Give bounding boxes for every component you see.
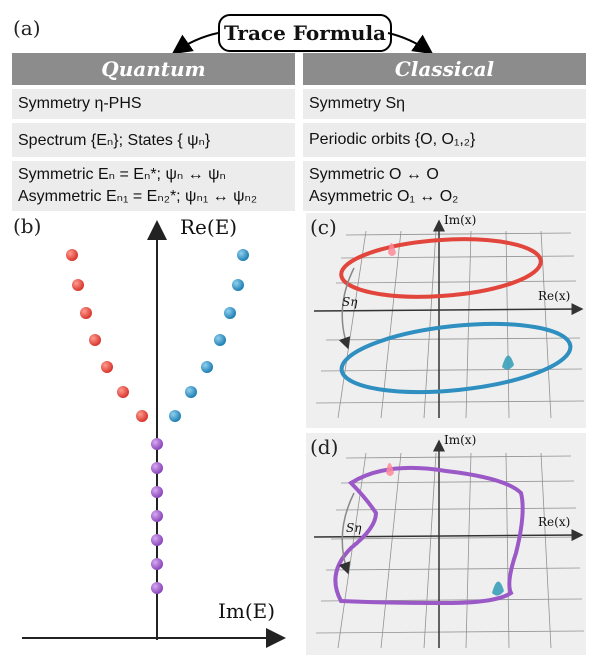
symmetry-arrow bbox=[338, 267, 355, 350]
panel-b-label: (b) bbox=[13, 214, 42, 238]
panel-c-s-label: Sη bbox=[342, 295, 358, 309]
panel-c-orbits bbox=[313, 219, 585, 419]
classical-orbits-text: Periodic orbits {O, O₁,₂} bbox=[309, 131, 476, 148]
panel-d-label: (d) bbox=[310, 435, 339, 459]
arrow-to-classical bbox=[387, 32, 434, 55]
re-x-axis bbox=[313, 529, 584, 542]
blue-particle bbox=[502, 355, 514, 370]
quantum-column: Quantum Symmetry η-PHS Spectrum {Eₙ}; St… bbox=[12, 53, 295, 211]
red-eigenvalues bbox=[66, 249, 148, 422]
red-particle bbox=[386, 463, 394, 476]
blue-orbit bbox=[339, 321, 573, 395]
panel-c-re-label: Re(x) bbox=[538, 289, 571, 303]
panel-a-label: (a) bbox=[13, 16, 41, 40]
panel-d-im-label: Im(x) bbox=[444, 433, 477, 447]
symmetry-arrow bbox=[338, 492, 355, 575]
panel-d-s-label: Sη bbox=[346, 521, 362, 535]
quantum-spectrum-row: Spectrum {Eₙ}; States { ψₙ} bbox=[12, 123, 295, 157]
teal-particle bbox=[492, 581, 504, 596]
quantum-symmetric-row: Symmetric Eₙ = Eₙ*; ψₙ ↔ ψₙ Asymmetric E… bbox=[12, 161, 295, 211]
quantum-symmetry-text: Symmetry η-PHS bbox=[18, 95, 142, 112]
panel-d-orbit bbox=[313, 439, 585, 649]
quantum-symmetric-line: Symmetric Eₙ = Eₙ*; ψₙ ↔ ψₙ bbox=[18, 166, 226, 183]
im-e-label: Im(E) bbox=[218, 599, 276, 623]
quantum-spectrum-text: Spectrum {Eₙ}; States { ψₙ} bbox=[18, 132, 211, 149]
panel-d: (d) Im(x) Re(x) Sη bbox=[306, 433, 586, 655]
quantum-heading: Quantum bbox=[12, 53, 295, 85]
arrow-to-quantum bbox=[171, 32, 219, 55]
panel-c: (c) Im(x) Re(x) Sη bbox=[306, 213, 586, 428]
quantum-asymmetric-line: Asymmetric Eₙ₁ = Eₙ₂*; ψₙ₁ ↔ ψₙ₂ bbox=[18, 188, 258, 205]
classical-symmetry-text: Symmetry Sη bbox=[309, 95, 406, 112]
classical-asymmetric-line: Asymmetric O₁ ↔ O₂ bbox=[309, 188, 459, 205]
red-particle bbox=[388, 243, 396, 256]
purple-orbit bbox=[333, 465, 525, 606]
re-e-label: Re(E) bbox=[180, 215, 238, 239]
blue-eigenvalues bbox=[169, 249, 249, 422]
purple-eigenvalues bbox=[151, 438, 163, 594]
classical-symmetry-row: Symmetry Sη bbox=[303, 89, 586, 119]
trace-formula-title: Trace Formula bbox=[218, 14, 392, 52]
re-x-axis bbox=[313, 303, 584, 316]
classical-column: Classical Symmetry Sη Periodic orbits {O… bbox=[303, 53, 586, 211]
panel-d-re-label: Re(x) bbox=[538, 515, 571, 529]
quantum-symmetry-row: Symmetry η-PHS bbox=[12, 89, 295, 119]
red-orbit bbox=[339, 237, 543, 299]
classical-symmetric-row: Symmetric O ↔ O Asymmetric O₁ ↔ O₂ bbox=[303, 161, 586, 211]
panel-b-spectrum bbox=[22, 220, 286, 648]
panel-c-label: (c) bbox=[310, 215, 337, 239]
panel-c-im-label: Im(x) bbox=[444, 213, 477, 227]
title-arrows bbox=[171, 32, 434, 55]
classical-orbits-row: Periodic orbits {O, O₁,₂} bbox=[303, 123, 586, 157]
classical-heading: Classical bbox=[303, 53, 586, 85]
classical-symmetric-line: Symmetric O ↔ O bbox=[309, 166, 439, 183]
